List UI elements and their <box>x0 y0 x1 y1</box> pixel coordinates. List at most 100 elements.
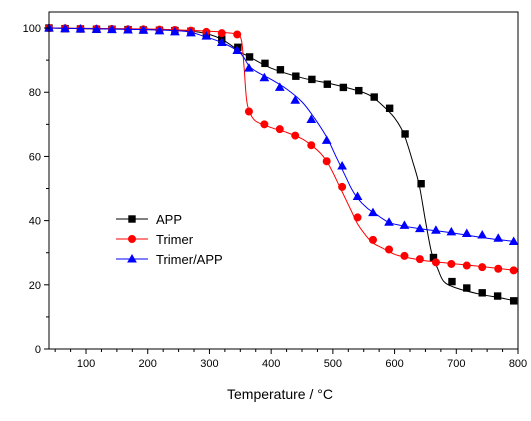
x-tick-label: 500 <box>324 358 342 370</box>
data-point-app <box>463 284 471 292</box>
data-point-app <box>339 83 348 92</box>
data-point-trimer-app <box>259 72 270 82</box>
data-point-trimer-app <box>75 24 86 33</box>
series-line-app <box>48 27 516 302</box>
data-point-app <box>292 72 300 80</box>
data-point-trimer <box>244 107 253 116</box>
series-trimer <box>45 24 518 275</box>
data-point-trimer-app <box>352 191 363 201</box>
data-point-trimer-app <box>493 233 504 242</box>
data-point-app <box>261 59 269 68</box>
data-point-trimer <box>233 30 242 39</box>
data-point-trimer-app <box>399 220 410 229</box>
data-point-trimer-app <box>461 228 472 237</box>
data-point-trimer-app <box>306 114 317 124</box>
data-point-trimer <box>322 157 331 166</box>
data-point-trimer <box>217 29 226 38</box>
data-point-trimer-app <box>201 31 212 40</box>
data-point-trimer <box>415 255 424 264</box>
data-point-app <box>401 130 409 138</box>
data-point-trimer-app <box>384 217 394 226</box>
x-tick-label: 800 <box>509 358 527 370</box>
x-tick-label: 700 <box>447 358 465 370</box>
legend-entry-trimer: Trimer <box>116 232 194 247</box>
data-point-trimer-app <box>290 95 301 104</box>
x-tick-label: 400 <box>262 358 280 370</box>
data-point-trimer-app <box>508 236 519 245</box>
data-point-trimer <box>447 259 456 268</box>
data-point-trimer <box>400 251 409 260</box>
plot-frame <box>48 11 519 350</box>
data-point-trimer-app <box>123 24 133 34</box>
x-tick-label: 200 <box>139 358 157 370</box>
data-point-trimer-app <box>337 161 347 170</box>
y-tick-label: 40 <box>29 216 41 228</box>
data-point-trimer-app <box>91 24 102 33</box>
series-line-trimer <box>48 27 515 271</box>
data-point-trimer <box>509 266 518 275</box>
data-point-app <box>385 104 394 112</box>
y-tick-label: 0 <box>35 344 41 356</box>
data-point-trimer <box>462 261 471 270</box>
data-point-trimer <box>368 235 377 244</box>
axes: 100 200 300 400 500 600 700 800 0 20 40 60 80 100 <box>23 11 527 370</box>
data-point-trimer <box>431 258 440 267</box>
data-point-app <box>509 297 518 305</box>
data-point-trimer <box>275 125 284 134</box>
data-point-trimer-app <box>446 226 457 236</box>
data-point-app <box>370 93 378 101</box>
legend-marker-app <box>128 215 136 223</box>
legend: APP Trimer Trimer/APP <box>116 212 223 267</box>
x-axis-title: Temperature / °C <box>227 386 333 402</box>
data-point-app <box>308 75 316 84</box>
plot-area <box>44 23 519 305</box>
data-point-app <box>276 66 285 74</box>
data-point-trimer-app <box>415 223 425 233</box>
legend-marker-trimer-app <box>127 253 137 263</box>
x-tick-label: 600 <box>385 358 403 370</box>
data-point-trimer-app <box>368 207 378 217</box>
data-point-trimer <box>307 141 316 150</box>
legend-entry-trimer-app: Trimer/APP <box>116 252 223 267</box>
data-point-trimer-app <box>170 26 180 36</box>
legend-marker-trimer <box>128 235 136 243</box>
data-point-app <box>493 292 502 300</box>
data-point-trimer <box>338 182 347 191</box>
x-tick-label: 100 <box>77 358 95 370</box>
data-point-trimer <box>353 213 362 222</box>
legend-label-trimer-app: Trimer/APP <box>156 252 223 267</box>
data-point-app <box>323 80 332 88</box>
data-point-trimer-app <box>477 230 488 239</box>
data-point-trimer <box>291 131 300 140</box>
x-tick-label: 300 <box>200 358 218 370</box>
y-tick-label: 60 <box>29 151 41 163</box>
series-trimer-app <box>44 23 519 245</box>
data-point-app <box>355 86 363 95</box>
data-point-trimer-app <box>154 25 165 35</box>
data-point-trimer-app <box>431 225 441 234</box>
data-point-trimer <box>260 120 269 129</box>
data-point-trimer <box>478 263 487 272</box>
data-point-trimer-app <box>107 24 117 34</box>
y-tick-label: 20 <box>29 280 41 292</box>
data-point-trimer-app <box>244 63 254 72</box>
data-point-app <box>478 289 486 297</box>
data-point-trimer-app <box>321 135 332 144</box>
legend-entry-app: APP <box>116 212 182 227</box>
data-point-trimer-app <box>232 45 243 55</box>
data-point-trimer-app <box>60 23 70 33</box>
data-point-trimer <box>494 264 503 273</box>
data-point-trimer-app <box>138 25 149 34</box>
y-tick-label: 80 <box>29 87 41 99</box>
data-point-trimer-app <box>274 82 285 91</box>
legend-label-app: APP <box>156 212 182 227</box>
legend-label-trimer: Trimer <box>156 232 194 247</box>
data-point-app <box>417 180 425 188</box>
data-point-trimer-app <box>216 37 227 46</box>
data-point-app <box>245 53 254 61</box>
data-point-trimer <box>385 245 394 254</box>
y-tick-label: 100 <box>23 23 41 35</box>
data-point-app <box>448 277 456 286</box>
